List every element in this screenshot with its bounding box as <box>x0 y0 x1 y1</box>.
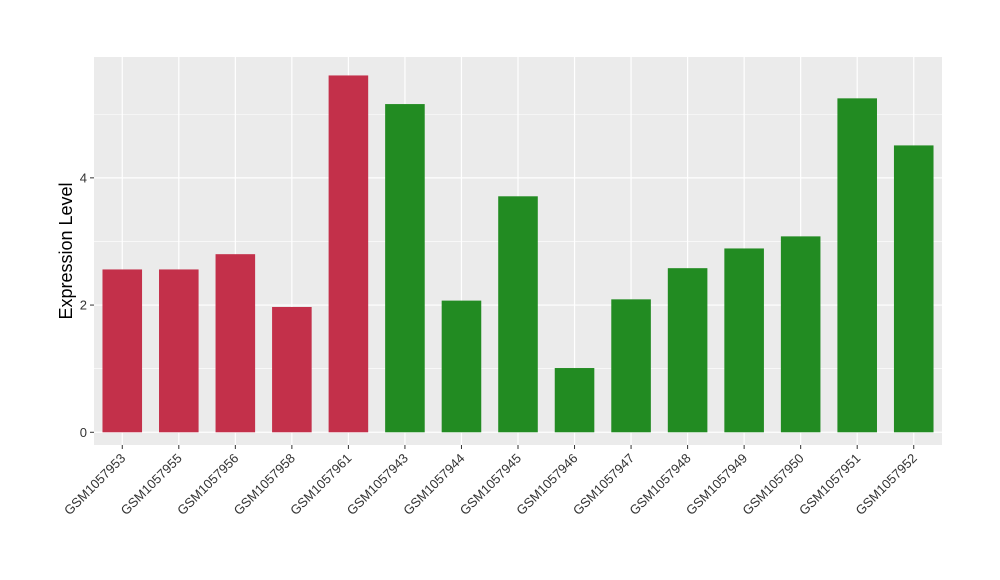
y-tick-label: 2 <box>80 298 87 313</box>
bar-GSM1057955 <box>159 269 199 433</box>
bar-GSM1057953 <box>102 269 143 433</box>
bar-GSM1057961 <box>328 75 369 433</box>
bar-GSM1057946 <box>554 368 595 433</box>
y-axis: 0 2 4 <box>80 170 94 440</box>
bar-GSM1057947 <box>611 299 651 433</box>
bars <box>102 75 934 433</box>
bar-GSM1057950 <box>780 236 821 433</box>
bar-GSM1057948 <box>667 268 708 433</box>
bar-GSM1057949 <box>724 248 764 433</box>
x-axis: GSM1057953GSM1057955GSM1057956GSM1057958… <box>61 445 920 518</box>
y-tick-label: 0 <box>80 425 87 440</box>
y-axis-title: Expression Level <box>56 182 76 319</box>
bar-GSM1057943 <box>385 104 425 433</box>
bar-GSM1057958 <box>272 306 312 433</box>
bar-GSM1057952 <box>893 145 934 433</box>
bar-GSM1057944 <box>441 300 482 433</box>
bar-GSM1057945 <box>498 196 538 433</box>
bar-GSM1057956 <box>215 254 256 433</box>
bar-GSM1057951 <box>837 98 877 433</box>
y-tick-label: 4 <box>80 170 87 185</box>
